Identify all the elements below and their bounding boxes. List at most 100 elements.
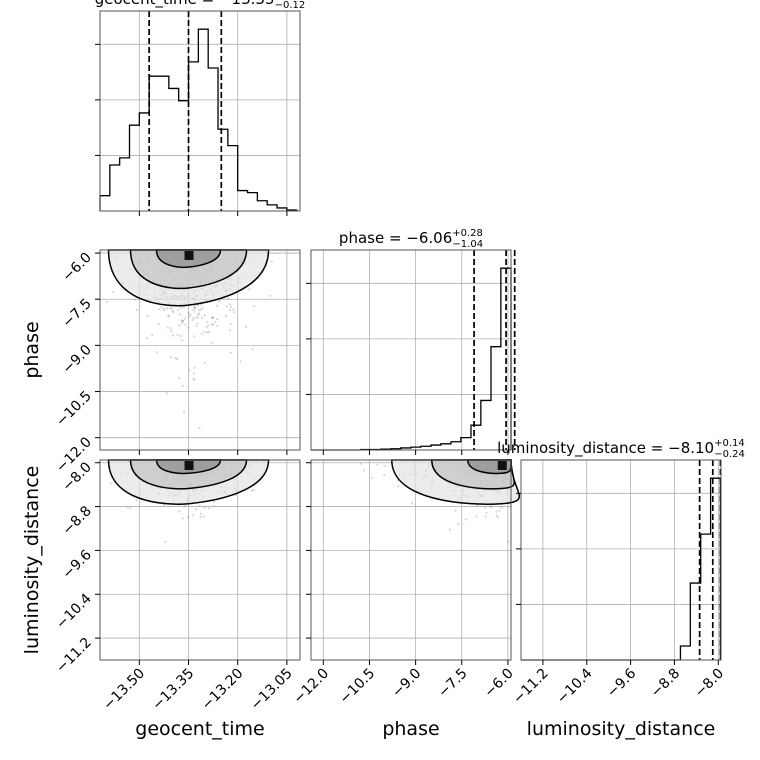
sample-point — [269, 294, 272, 297]
sample-point — [193, 366, 196, 369]
sample-point — [498, 509, 501, 512]
sample-point — [270, 260, 273, 263]
sample-point — [196, 316, 199, 319]
density-peak — [184, 461, 194, 470]
sample-point — [183, 504, 186, 507]
sample-point — [109, 482, 112, 485]
sample-point — [397, 485, 400, 488]
sample-point — [164, 540, 167, 543]
sample-point — [203, 361, 207, 364]
sample-point — [188, 315, 191, 318]
sample-point — [506, 540, 509, 543]
sample-point — [181, 384, 184, 388]
sample-point — [500, 506, 503, 509]
sample-point — [156, 351, 159, 354]
sample-point — [193, 310, 196, 313]
sample-point — [215, 304, 219, 307]
sample-point — [170, 356, 173, 359]
sample-point — [170, 307, 173, 310]
sample-point — [196, 313, 200, 316]
sample-point — [180, 322, 183, 325]
sample-point — [178, 376, 181, 379]
sample-point — [411, 502, 414, 505]
sample-point — [252, 489, 255, 492]
sample-point — [170, 330, 173, 333]
panel-background — [521, 460, 721, 660]
sample-point — [151, 333, 154, 336]
sample-point — [229, 351, 232, 354]
sample-point — [135, 499, 138, 502]
sample-point — [158, 308, 161, 311]
sample-point — [182, 320, 185, 323]
sample-point — [495, 510, 498, 513]
sample-point — [490, 505, 493, 509]
sample-point — [172, 311, 175, 314]
sample-point — [212, 505, 215, 508]
sample-point — [232, 308, 235, 311]
density-peak — [184, 251, 194, 260]
sample-point — [112, 291, 115, 294]
sample-point — [196, 304, 199, 307]
sample-point — [198, 309, 201, 312]
sample-point — [464, 518, 467, 521]
sample-point — [193, 378, 196, 381]
sample-point — [145, 337, 149, 340]
sample-point — [229, 305, 233, 308]
sample-point — [165, 392, 169, 395]
sample-point — [184, 323, 187, 326]
sample-point — [192, 308, 195, 311]
sample-point — [129, 507, 132, 510]
sample-point — [179, 334, 182, 338]
sample-point — [191, 318, 194, 322]
sample-point — [186, 515, 189, 519]
sample-point — [251, 348, 254, 351]
sample-point — [163, 308, 166, 312]
sample-point — [206, 331, 209, 334]
sample-point — [362, 469, 365, 472]
panel-frame — [310, 459, 512, 661]
panel-frame — [99, 459, 301, 661]
x-axis-label-phase: phase — [382, 718, 439, 740]
title-geocent-time: geocent_time = −13.35+0.10−0.12 — [95, 0, 306, 11]
sample-point — [199, 515, 202, 519]
sample-point — [475, 515, 478, 518]
sample-point — [169, 327, 172, 330]
sample-point — [207, 330, 211, 333]
sample-point — [200, 303, 203, 306]
sample-point — [182, 410, 186, 413]
sample-point — [225, 315, 228, 318]
sample-point — [454, 509, 457, 512]
sample-point — [193, 305, 196, 308]
sample-point — [193, 335, 196, 338]
sample-point — [225, 305, 228, 308]
sample-point — [239, 360, 242, 363]
sample-point — [182, 305, 185, 308]
sample-point — [181, 517, 184, 520]
sample-point — [484, 515, 487, 518]
sample-point — [176, 358, 179, 361]
sample-point — [207, 324, 210, 327]
sample-point — [178, 510, 181, 513]
sample-point — [203, 506, 206, 509]
sample-point — [201, 307, 204, 310]
sample-point — [489, 505, 492, 508]
sample-point — [248, 288, 251, 291]
sample-point — [195, 507, 198, 511]
sample-point — [211, 316, 214, 319]
sample-point — [177, 308, 180, 312]
sample-point — [484, 506, 487, 509]
sample-point — [193, 306, 196, 309]
sample-point — [228, 309, 231, 312]
sample-point — [198, 504, 201, 507]
x-axis-label-luminosity-distance: luminosity_distance — [527, 718, 716, 740]
sample-point — [174, 357, 177, 360]
sample-point — [126, 506, 129, 509]
sample-point — [217, 300, 221, 303]
sample-point — [167, 315, 170, 318]
panel-frame — [520, 459, 722, 661]
sample-point — [183, 317, 186, 320]
sample-point — [370, 477, 373, 480]
density-peak — [497, 461, 507, 470]
sample-point — [200, 332, 203, 335]
